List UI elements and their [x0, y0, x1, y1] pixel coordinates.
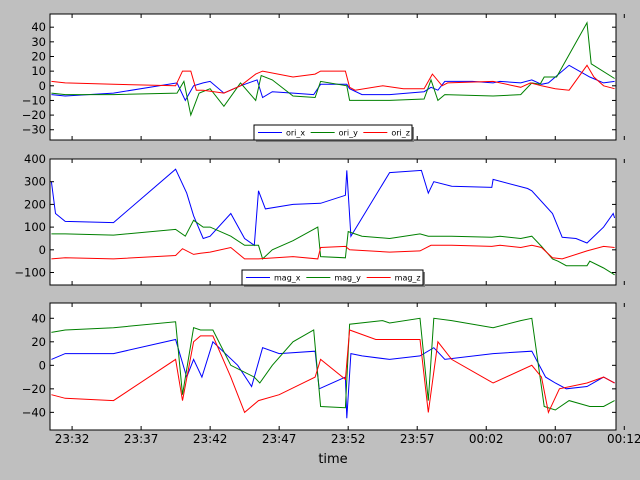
y-tick-label: −100 [14, 266, 46, 280]
legend: mag_x mag_y mag_z [241, 269, 425, 287]
x-tick-label: 23:32 [55, 432, 90, 446]
series-line-mag_y [51, 219, 615, 276]
y-tick-label: −40 [22, 405, 46, 419]
y-tick-label: 200 [24, 197, 46, 211]
series-group [50, 168, 616, 276]
legend-label-ori_y: ori_y [339, 129, 358, 138]
legend-label-mag_z: mag_z [395, 274, 421, 283]
series-line-mag_x [50, 168, 616, 247]
y-tick-label: −20 [22, 108, 46, 122]
series-line-series-1 [51, 317, 615, 411]
legend: ori_x ori_y ori_z [253, 124, 414, 142]
y-tick-label: 40 [31, 311, 46, 325]
y-tick-label: −10 [22, 93, 46, 107]
legend-label-mag_x: mag_x [274, 274, 301, 283]
series-group [51, 317, 615, 419]
legend-label-ori_z: ori_z [391, 129, 410, 138]
x-tick-label: 23:42 [193, 432, 228, 446]
y-tick-label: 40 [31, 20, 46, 34]
y-tick-label: 0 [39, 358, 46, 372]
x-tick-label: 23:47 [262, 432, 297, 446]
legend-box [241, 269, 424, 286]
x-tick-label: 00:12 [607, 432, 640, 446]
y-tick-label: 20 [31, 335, 46, 349]
y-tick-label: −20 [22, 382, 46, 396]
series-group [51, 21, 615, 117]
y-tick-label: 30 [31, 35, 46, 49]
x-axis-label: time [318, 452, 347, 467]
plot-area [50, 303, 616, 430]
x-tick-label: 23:37 [124, 432, 159, 446]
x-tick-label: 00:07 [538, 432, 573, 446]
y-tick-label: 20 [31, 49, 46, 63]
magnetometer-panel: −100 0 100 200 300 400 mag_x mag_y mag_z [14, 152, 625, 287]
x-tick-label: 00:02 [469, 432, 504, 446]
y-tick-label: −30 [22, 123, 46, 137]
series-line-ori_x [51, 64, 615, 102]
series-line-mag_z [51, 244, 615, 260]
third-panel: −40 −20 0 20 40 23:32 23:37 23:42 23:47 23:52 23:5… [22, 302, 640, 446]
y-tick-label: 300 [24, 175, 46, 189]
x-tick-label: 23:52 [331, 432, 366, 446]
x-tick-label: 23:57 [400, 432, 435, 446]
legend-label-ori_x: ori_x [286, 129, 305, 138]
series-line-series-2 [51, 329, 615, 415]
axes-frame [49, 302, 617, 431]
y-tick-label: 0 [39, 79, 46, 93]
y-tick-label: 0 [39, 243, 46, 257]
plot-area [50, 14, 616, 140]
plot-area [50, 159, 616, 285]
y-tick-label: 400 [24, 152, 46, 166]
y-tick-label: 10 [31, 64, 46, 78]
legend-label-mag_y: mag_y [334, 274, 361, 283]
y-tick-label: 100 [24, 220, 46, 234]
series-line-ori_z [51, 64, 615, 94]
series-line-ori_y [51, 21, 615, 117]
